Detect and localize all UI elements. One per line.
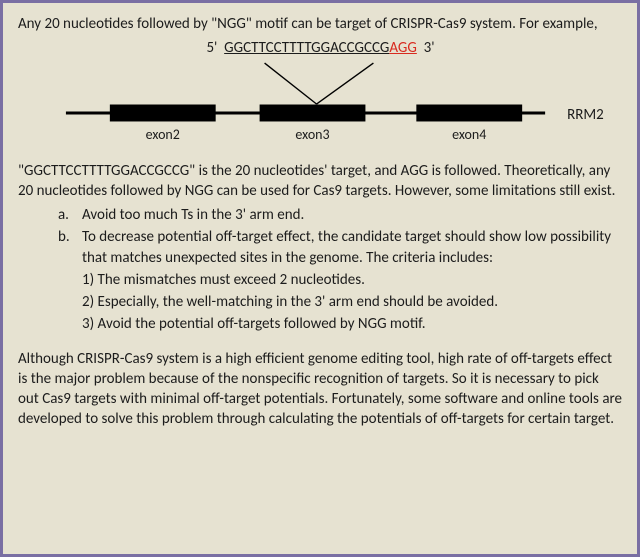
svg-text:RRM2: RRM2 [567, 105, 604, 123]
sequence-row: 5' GGCTTCCTTTTGGACCGCCGAGG 3' [18, 38, 623, 58]
content-area: Any 20 nucleotides followed by "NGG" mot… [18, 14, 623, 430]
svg-text:exon3: exon3 [295, 125, 329, 142]
rule-text: Avoid too much Ts in the 3' arm end. [82, 205, 623, 225]
criteria-item: 2) Especially, the well-matching in the … [82, 292, 623, 312]
rule-marker: b. [58, 227, 82, 268]
criteria-item: 3) Avoid the potential off-targets follo… [82, 314, 623, 334]
target-sequence: GGCTTCCTTTTGGACCGCCG [224, 39, 389, 57]
svg-text:exon4: exon4 [452, 125, 486, 142]
closing-paragraph: Although CRISPR-Cas9 system is a high ef… [18, 349, 623, 430]
middle-paragraph: "GGCTTCCTTTTGGACCGCCG" is the 20 nucleot… [18, 161, 623, 202]
spacer [18, 337, 623, 349]
rules-list: a. Avoid too much Ts in the 3' arm end. … [18, 205, 623, 268]
three-prime-label: 3' [424, 39, 435, 57]
criteria-item: 1) The mismatches must exceed 2 nucleoti… [82, 270, 623, 290]
gene-diagram: exon2 exon3 exon4 RRM2 [18, 61, 623, 153]
gene-diagram-svg: exon2 exon3 exon4 RRM2 [18, 61, 623, 153]
rule-item: a. Avoid too much Ts in the 3' arm end. [58, 205, 623, 225]
five-prime-label: 5' [206, 39, 217, 57]
page-frame: Any 20 nucleotides followed by "NGG" mot… [0, 0, 640, 557]
intro-paragraph: Any 20 nucleotides followed by "NGG" mot… [18, 14, 623, 34]
rule-text: To decrease potential off-target effect,… [82, 227, 623, 268]
svg-text:exon2: exon2 [146, 125, 180, 142]
rule-marker: a. [58, 205, 82, 225]
rule-item: b. To decrease potential off-target effe… [58, 227, 623, 268]
criteria-list: 1) The mismatches must exceed 2 nucleoti… [18, 270, 623, 335]
pam-sequence: AGG [389, 39, 417, 57]
